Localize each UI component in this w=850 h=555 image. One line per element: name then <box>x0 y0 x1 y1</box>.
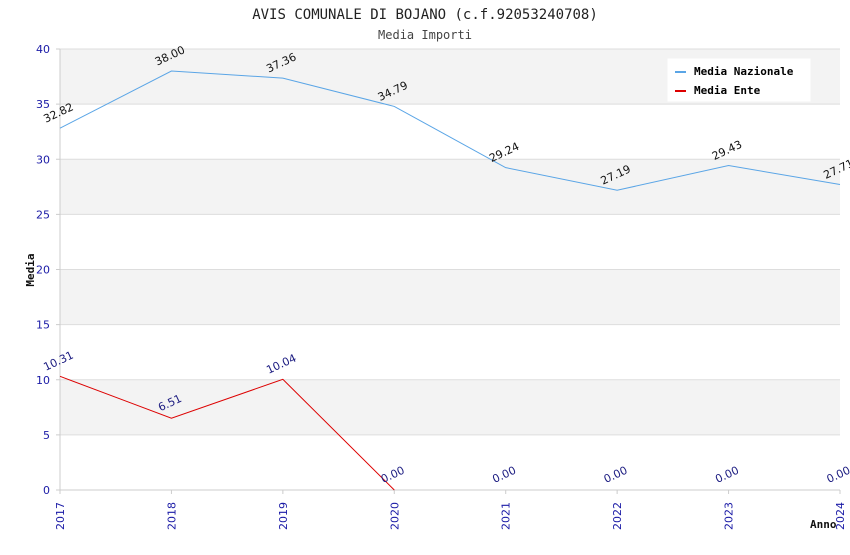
x-tick-label: 2024 <box>834 502 847 530</box>
series-line-media-nazionale <box>59 70 841 191</box>
y-tick-label: 20 <box>36 264 50 277</box>
x-tick-label: 2023 <box>723 502 736 530</box>
y-axis-label: Media <box>24 253 37 286</box>
y-tick-label: 30 <box>36 153 50 166</box>
y-tick-label: 35 <box>36 98 50 111</box>
grid-band <box>60 269 840 325</box>
grid-band <box>60 379 840 435</box>
x-tick-label: 2019 <box>277 502 290 530</box>
chart-subtitle: Media Importi <box>378 28 472 42</box>
legend-box <box>667 58 811 102</box>
x-tick-label: 2018 <box>165 502 178 530</box>
data-label: 10.04 <box>264 352 298 377</box>
data-label: 0.00 <box>379 464 407 486</box>
grid-band <box>60 159 840 215</box>
x-axis-label: Anno <box>810 518 837 531</box>
legend: Media Nazionale Media Ente <box>667 58 811 102</box>
data-label: 0.00 <box>825 464 850 486</box>
y-tick-label: 0 <box>43 484 50 497</box>
data-label: 0.00 <box>490 464 518 486</box>
series-line-media-ente <box>59 375 395 491</box>
legend-label: Media Ente <box>694 84 761 97</box>
y-tick-label: 40 <box>36 43 50 56</box>
data-label: 10.31 <box>41 349 75 374</box>
y-tick-label: 25 <box>36 208 50 221</box>
chart-title: AVIS COMUNALE DI BOJANO (c.f.92053240708… <box>252 7 598 23</box>
x-tick-label: 2017 <box>54 502 67 530</box>
legend-label: Media Nazionale <box>694 65 794 78</box>
y-tick-label: 15 <box>36 319 50 332</box>
data-label: 0.00 <box>602 464 630 486</box>
x-tick-label: 2021 <box>500 502 513 530</box>
x-tick-label: 2022 <box>611 502 624 530</box>
y-tick-label: 10 <box>36 374 50 387</box>
x-tick-label: 2020 <box>388 502 401 530</box>
y-tick-label: 5 <box>43 429 50 442</box>
data-label: 0.00 <box>713 464 741 486</box>
